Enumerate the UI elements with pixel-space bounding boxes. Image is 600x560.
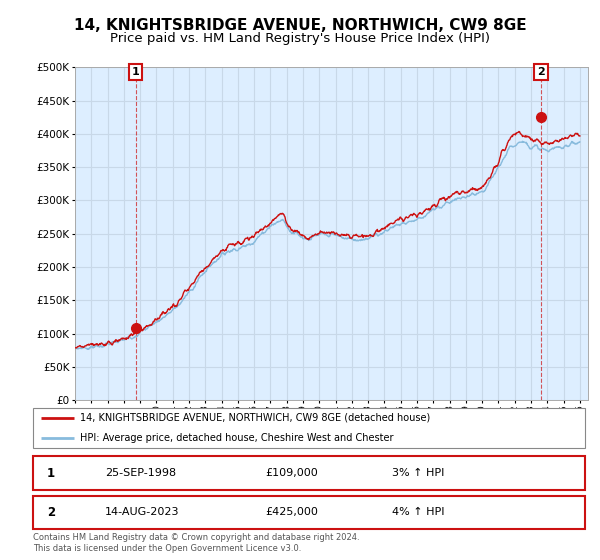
Text: 25-SEP-1998: 25-SEP-1998 [105, 468, 176, 478]
Text: 1: 1 [47, 466, 55, 480]
Text: £425,000: £425,000 [265, 507, 318, 517]
Text: 3% ↑ HPI: 3% ↑ HPI [392, 468, 444, 478]
FancyBboxPatch shape [33, 408, 585, 448]
Text: 4% ↑ HPI: 4% ↑ HPI [392, 507, 444, 517]
Text: 14, KNIGHTSBRIDGE AVENUE, NORTHWICH, CW9 8GE (detached house): 14, KNIGHTSBRIDGE AVENUE, NORTHWICH, CW9… [80, 413, 430, 423]
Text: £109,000: £109,000 [265, 468, 317, 478]
Text: 1: 1 [132, 67, 140, 77]
Text: Price paid vs. HM Land Registry's House Price Index (HPI): Price paid vs. HM Land Registry's House … [110, 32, 490, 45]
FancyBboxPatch shape [33, 496, 585, 529]
Text: HPI: Average price, detached house, Cheshire West and Chester: HPI: Average price, detached house, Ches… [80, 433, 394, 443]
Text: 14-AUG-2023: 14-AUG-2023 [105, 507, 179, 517]
Text: 2: 2 [47, 506, 55, 519]
Text: 14, KNIGHTSBRIDGE AVENUE, NORTHWICH, CW9 8GE: 14, KNIGHTSBRIDGE AVENUE, NORTHWICH, CW9… [74, 18, 526, 33]
Text: Contains HM Land Registry data © Crown copyright and database right 2024.
This d: Contains HM Land Registry data © Crown c… [33, 533, 359, 553]
FancyBboxPatch shape [33, 456, 585, 490]
Text: 2: 2 [537, 67, 545, 77]
